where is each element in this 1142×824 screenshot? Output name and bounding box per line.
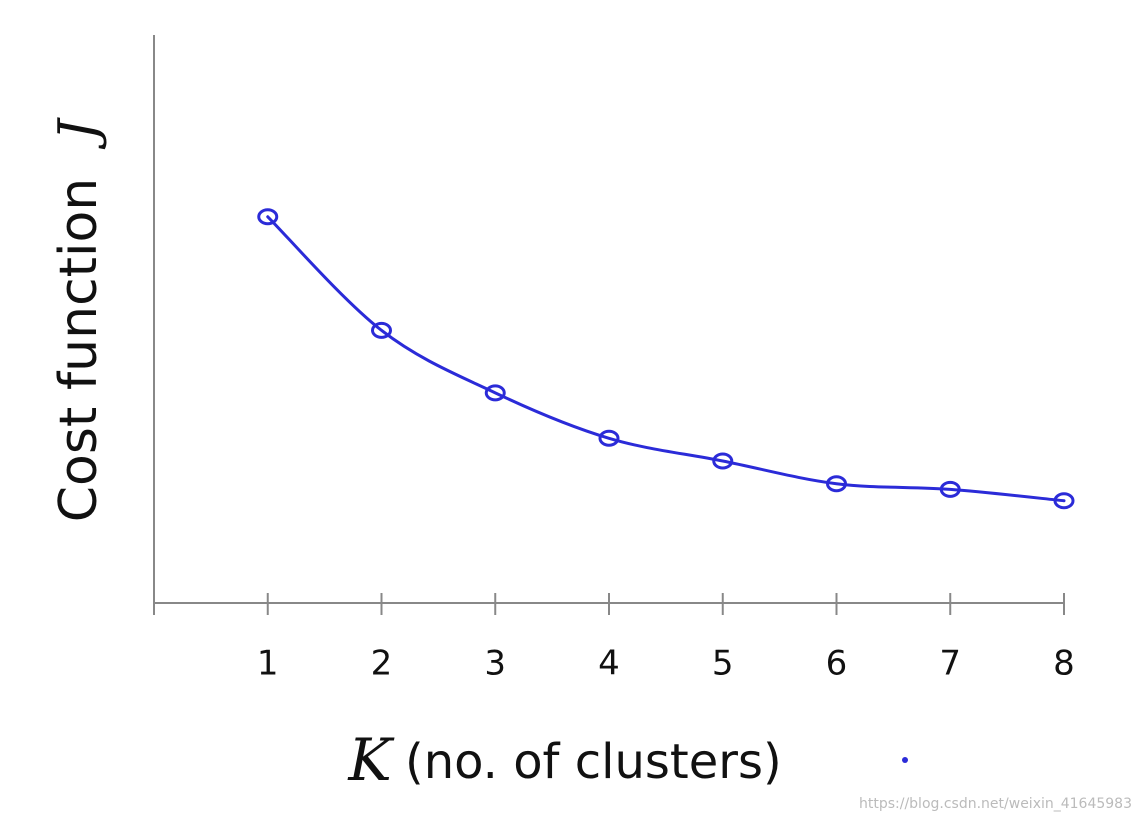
x-tick-label: 1: [257, 644, 279, 684]
cost-marker: [826, 475, 847, 493]
y-label-symbol: J: [49, 116, 109, 149]
watermark: https://blog.csdn.net/weixin_41645983: [859, 796, 1132, 812]
x-tick-label: 2: [371, 644, 393, 684]
cost-marker: [1053, 492, 1075, 510]
x-tick-label: 7: [939, 644, 961, 684]
cost-marker: [598, 429, 620, 447]
cost-marker: [712, 452, 734, 470]
x-label-symbol: K: [347, 726, 395, 794]
cost-marker: [939, 480, 961, 498]
x-label-text: (no. of clusters): [405, 734, 782, 790]
cost-marker: [257, 208, 279, 226]
y-label: Cost function J: [49, 116, 110, 522]
x-tick-label: 8: [1053, 644, 1075, 684]
cost-marker: [484, 384, 506, 402]
x-tick-label: 6: [826, 644, 848, 684]
cost-marker: [371, 321, 392, 339]
x-tick-label: 3: [484, 644, 506, 684]
pen-dot: [902, 757, 908, 763]
x-tick-label: 4: [598, 644, 620, 684]
cost-line: [266, 215, 1066, 503]
x-tick-label: 5: [712, 644, 734, 684]
y-label-text: Cost function: [49, 178, 109, 523]
